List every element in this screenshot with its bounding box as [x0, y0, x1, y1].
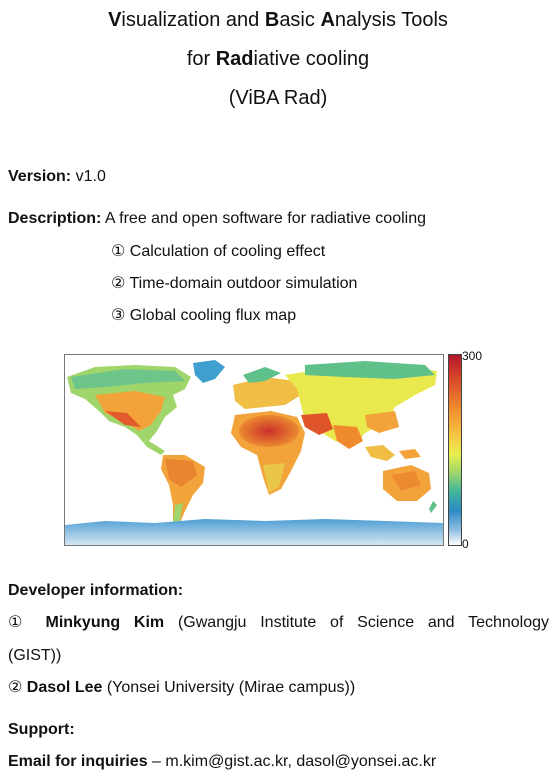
developer-1-affiliation: (Gwangju Institute of Science and Techno… [177, 614, 550, 631]
description-value: A free and open software for radiative c… [104, 210, 426, 227]
colorbar-max-label: 300 [462, 349, 483, 363]
developer-1-name: Minkyung Kim [45, 614, 165, 631]
developer-2: ② Dasol Lee (Yonsei University (Mirae ca… [8, 678, 355, 698]
email-label: Email for inquiries [8, 753, 148, 770]
developer-2-number: ② [8, 679, 23, 696]
title-initial-v: V [108, 9, 122, 31]
description-item-3: ③ Global cooling flux map [111, 307, 297, 324]
support-heading: Support: [8, 720, 75, 740]
title-initial-b: B [264, 9, 280, 31]
description-row: Description: A free and open software fo… [8, 209, 426, 229]
europe-shape [233, 377, 301, 409]
support-label: Support: [8, 721, 75, 738]
version-label: Version: [8, 168, 72, 185]
world-map-graphic [65, 360, 443, 545]
description-item-1: ① Calculation of cooling effect [111, 243, 326, 260]
greenland-shape [193, 360, 225, 383]
developer-2-affiliation: (Yonsei University (Mirae campus)) [106, 679, 356, 696]
title-line-1: Visualization and Basic Analysis Tools [0, 8, 556, 32]
email-dash: – [152, 753, 161, 770]
title-text: iative cooling [253, 48, 370, 70]
version-row: Version: v1.0 [8, 167, 106, 187]
cooling-flux-map [64, 354, 444, 546]
title-text: asic [279, 9, 321, 31]
developer-label: Developer information: [8, 582, 184, 599]
developer-1-number: ① [8, 614, 32, 631]
support-email-row: Email for inquiries – m.kim@gist.ac.kr, … [8, 752, 436, 772]
version-value: v1.0 [75, 168, 106, 185]
title-line-2: for Radiative cooling [0, 47, 556, 71]
developer-1-affiliation-cont: (GIST)) [8, 647, 62, 664]
description-label: Description: [8, 210, 102, 227]
colorbar-min-label: 0 [462, 537, 469, 551]
title-initial-rad: Rad [215, 48, 254, 70]
title-text: for [186, 48, 216, 70]
developer-1: ① Minkyung Kim (Gwangju Institute of Sci… [8, 613, 549, 633]
title-line-3: (ViBA Rad) [228, 87, 328, 109]
email-addresses[interactable]: m.kim@gist.ac.kr, dasol@yonsei.ac.kr [165, 753, 437, 770]
colorbar [448, 354, 462, 546]
developer-2-name: Dasol Lee [26, 679, 103, 696]
antarctica-shape [65, 519, 443, 545]
southeast-asia-shape [365, 445, 395, 461]
title-initial-a: A [320, 9, 335, 31]
title-text: nalysis Tools [334, 9, 448, 31]
developer-heading: Developer information: [8, 581, 183, 601]
description-item-2: ② Time-domain outdoor simulation [111, 275, 358, 292]
title-text: isualization and [121, 9, 265, 31]
